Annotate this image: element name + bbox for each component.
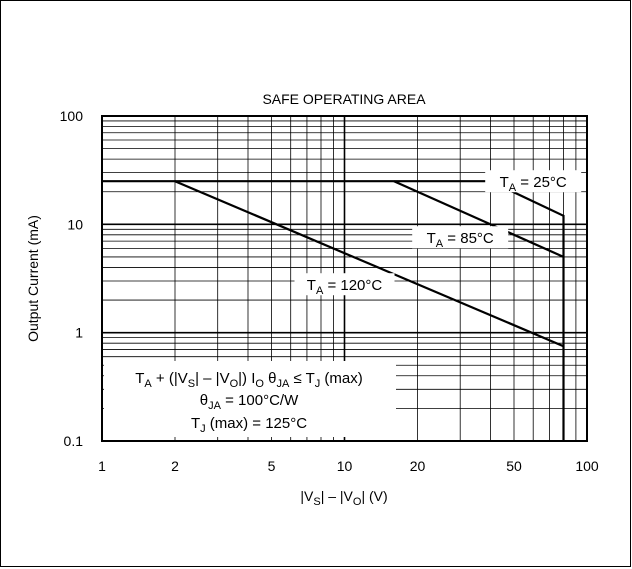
- x-tick-label: 50: [506, 458, 522, 474]
- series-line-1: [393, 180, 564, 258]
- x-tick-label: 20: [410, 458, 426, 474]
- x-tick-label: 10: [337, 458, 353, 474]
- series-label-1: TA = 85°C: [427, 230, 494, 250]
- annotation-bg: [104, 361, 396, 437]
- annotation-line-3: TJ (max) = 125°C: [191, 415, 307, 435]
- series-label-bg: [294, 273, 395, 296]
- x-tick-label: 100: [575, 458, 599, 474]
- annotation: TA + (|VS| – |VO|) IO θJA ≤ TJ (max)θJA …: [104, 361, 396, 437]
- series-labels: TA = 25°C TA = 85°C TA = 120°C: [294, 170, 582, 297]
- x-axis-label: |VS| – |VO| (V): [300, 488, 387, 508]
- y-axis-label: Output Current (mA): [25, 215, 41, 342]
- annotation-line-2: θJA = 100°C/W: [200, 392, 299, 412]
- x-tick-label: 2: [171, 458, 179, 474]
- series-label-2: TA = 120°C: [307, 277, 383, 297]
- series-label-bg: [485, 170, 582, 193]
- annotation-line-1: TA + (|VS| – |VO|) IO θJA ≤ TJ (max): [135, 370, 363, 390]
- x-tick-label: 5: [268, 458, 276, 474]
- plot-border: [101, 115, 588, 442]
- y-tick-label: 1: [75, 325, 83, 341]
- y-tick-label: 100: [60, 108, 84, 124]
- x-tick-labels: 1 2 5 10 20 50 100: [98, 458, 599, 474]
- series-label-0: TA = 25°C: [500, 174, 567, 194]
- y-tick-labels: 0.1 1 10 100: [60, 108, 84, 449]
- series-label-bg: [412, 226, 509, 249]
- series-line-0: [102, 180, 565, 441]
- y-tick-label: 0.1: [64, 433, 84, 449]
- chart-title: SAFE OPERATING AREA: [262, 91, 426, 107]
- y-tick-label: 10: [67, 216, 83, 232]
- series-line-2: [174, 180, 564, 348]
- x-tick-label: 1: [98, 458, 106, 474]
- series-lines: [102, 180, 565, 441]
